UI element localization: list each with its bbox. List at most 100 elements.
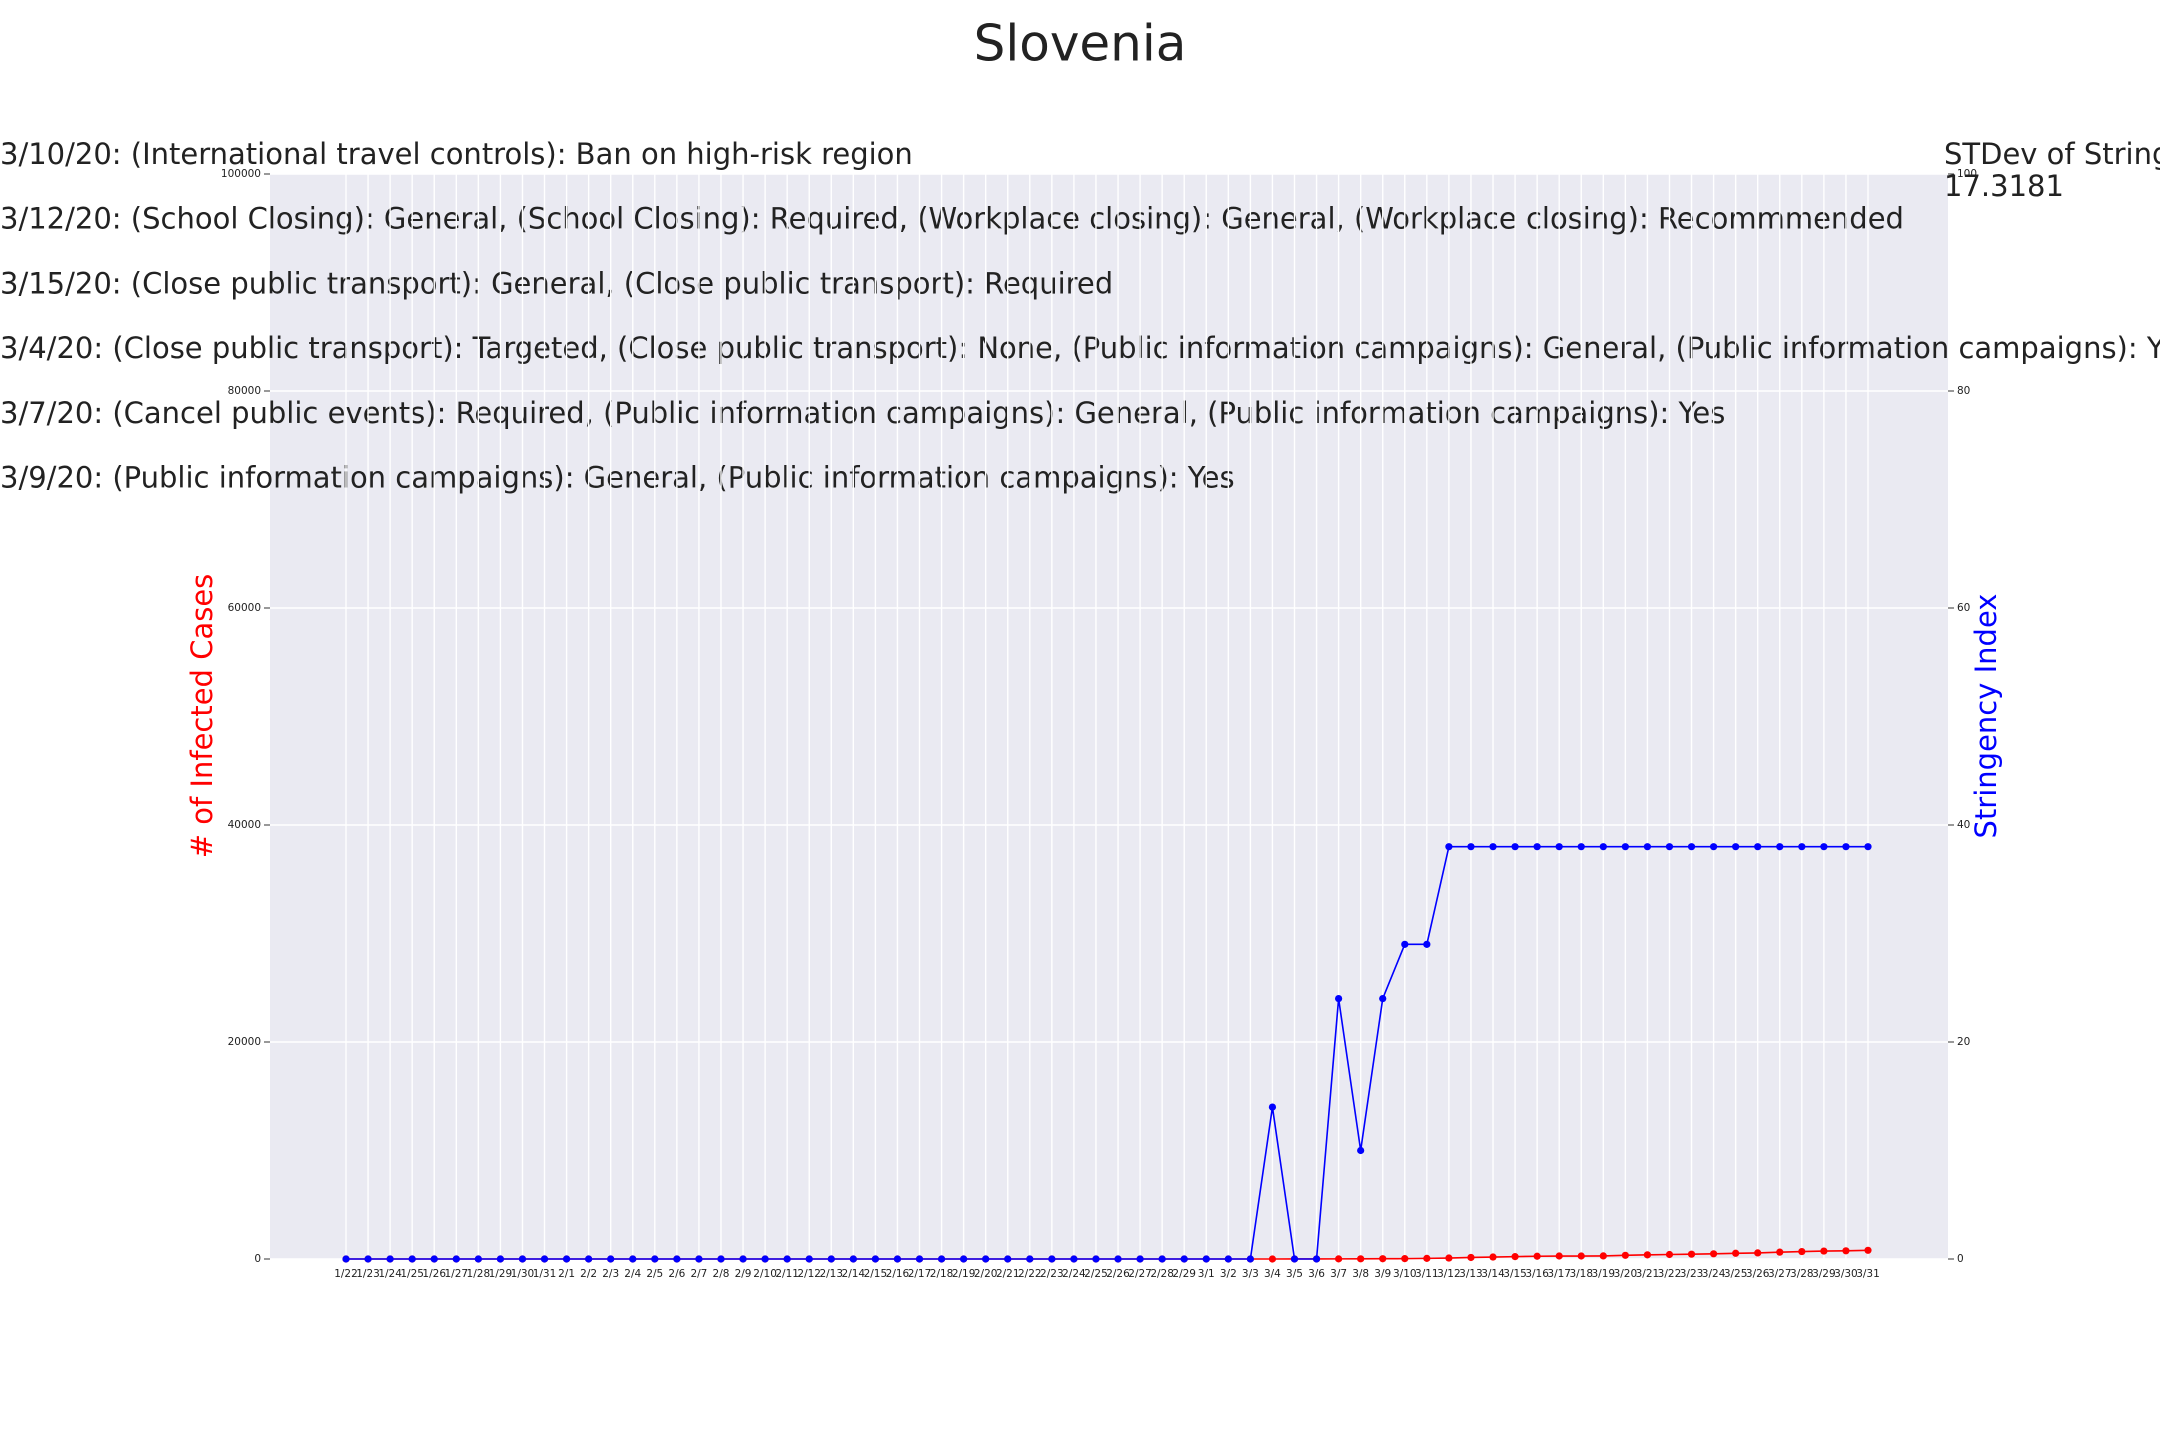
x-tick-label: 2/7 [690, 1268, 707, 1280]
annotation: 3/12/20: (School Closing): General, (Sch… [0, 202, 1904, 236]
x-tick-label: 3/23 [1680, 1268, 1704, 1280]
x-tick-label: 1/28 [467, 1268, 491, 1280]
x-tick-label: 2/18 [930, 1268, 954, 1280]
x-tick-label: 2/16 [886, 1268, 910, 1280]
x-tick-label: 2/14 [842, 1268, 866, 1280]
data-point [1842, 843, 1850, 851]
y-tick-label: 40000 [228, 819, 261, 831]
data-point [915, 1255, 924, 1263]
y-tick-label: 80000 [228, 385, 261, 397]
data-point [1798, 843, 1806, 851]
x-tick-label: 2/12 [797, 1268, 821, 1280]
data-point [1092, 1255, 1100, 1263]
data-point [651, 1255, 659, 1263]
data-point [1136, 1255, 1144, 1263]
data-point [1577, 1252, 1585, 1260]
x-tick-label: 2/17 [908, 1268, 932, 1280]
x-tick-label: 3/16 [1525, 1268, 1549, 1280]
data-point [893, 1255, 902, 1263]
data-point [1268, 1103, 1277, 1111]
x-tick-label: 2/8 [713, 1268, 730, 1280]
data-point [452, 1255, 460, 1263]
data-point [1335, 995, 1343, 1003]
data-point [937, 1255, 946, 1263]
x-tick-label: 3/4 [1264, 1268, 1281, 1280]
x-tick-label: 2/28 [1150, 1268, 1174, 1280]
x-tick-label: 2/19 [952, 1268, 976, 1280]
y2-tick-label: 40 [1957, 819, 1970, 831]
data-point [364, 1255, 372, 1263]
data-point [1754, 1249, 1762, 1257]
x-tick-label: 3/9 [1374, 1268, 1391, 1280]
x-tick-label: 3/13 [1459, 1268, 1483, 1280]
data-point [1533, 843, 1541, 851]
data-point [871, 1255, 879, 1263]
series-line [346, 845, 1868, 1260]
data-point [827, 1255, 835, 1263]
x-tick-label: 1/24 [378, 1268, 402, 1280]
data-point [1687, 1250, 1696, 1258]
x-tick-label: 2/5 [646, 1268, 663, 1280]
data-point [1754, 843, 1762, 851]
data-point [1379, 1255, 1387, 1263]
x-tick-label: 2/25 [1084, 1268, 1108, 1280]
data-point [1555, 843, 1563, 851]
y2-tick-label: 20 [1957, 1036, 1970, 1048]
x-tick-label: 3/14 [1481, 1268, 1505, 1280]
x-tick-label: 2/21 [996, 1268, 1020, 1280]
x-tick-label: 2/11 [775, 1268, 799, 1280]
data-point [518, 1255, 527, 1263]
data-point [1864, 1246, 1872, 1254]
data-point [1489, 843, 1497, 851]
x-tick-label: 1/25 [400, 1268, 424, 1280]
stdev-value: 17.3181 [1944, 169, 2064, 203]
plot-background [270, 174, 1948, 1259]
data-point [1445, 843, 1453, 851]
x-tick-label: 3/7 [1330, 1268, 1347, 1280]
data-point [386, 1255, 394, 1263]
x-tick-label: 1/27 [444, 1268, 468, 1280]
data-point [1864, 843, 1872, 851]
data-point [474, 1255, 482, 1263]
y2-tick-label: 60 [1957, 602, 1970, 614]
stdev-label: STDev of Stringency [1944, 137, 2160, 171]
data-point [1643, 843, 1652, 851]
data-point [496, 1255, 505, 1263]
x-tick-label: 3/1 [1198, 1268, 1215, 1280]
x-tick-label: 3/25 [1724, 1268, 1748, 1280]
x-tick-label: 3/3 [1242, 1268, 1259, 1280]
y-tick-label: 60000 [228, 602, 261, 614]
y-tick-label: 100000 [221, 168, 261, 180]
data-point [1379, 995, 1387, 1003]
data-point [1709, 843, 1718, 851]
x-tick-label: 3/27 [1768, 1268, 1792, 1280]
data-point [1357, 1146, 1365, 1155]
y2-axis-label: Stringency Index [1969, 594, 2003, 839]
x-tick-label: 2/13 [819, 1268, 843, 1280]
chart-title: Slovenia [974, 15, 1187, 73]
data-point [1180, 1255, 1188, 1263]
x-tick-label: 3/10 [1393, 1268, 1417, 1280]
x-tick-label: 3/12 [1437, 1268, 1461, 1280]
data-point [1423, 940, 1431, 948]
data-point [1820, 1247, 1828, 1255]
x-tick-label: 2/27 [1128, 1268, 1152, 1280]
data-point [1555, 1252, 1563, 1260]
data-point [673, 1255, 681, 1263]
data-point [982, 1255, 990, 1263]
x-tick-label: 2/1 [558, 1268, 575, 1280]
data-point [1445, 1254, 1453, 1262]
x-tick-label: 3/22 [1658, 1268, 1682, 1280]
x-tick-label: 1/29 [489, 1268, 513, 1280]
data-point [607, 1255, 615, 1263]
x-tick-label: 3/20 [1614, 1268, 1638, 1280]
x-tick-label: 2/4 [624, 1268, 641, 1280]
data-point [1621, 843, 1629, 851]
x-tick-label: 3/30 [1834, 1268, 1858, 1280]
x-tick-label: 2/23 [1040, 1268, 1064, 1280]
data-point [1776, 843, 1784, 851]
y-tick-label: 0 [254, 1253, 261, 1265]
data-point [1026, 1255, 1034, 1263]
data-point [1467, 843, 1475, 851]
x-tick-label: 3/6 [1308, 1268, 1325, 1280]
